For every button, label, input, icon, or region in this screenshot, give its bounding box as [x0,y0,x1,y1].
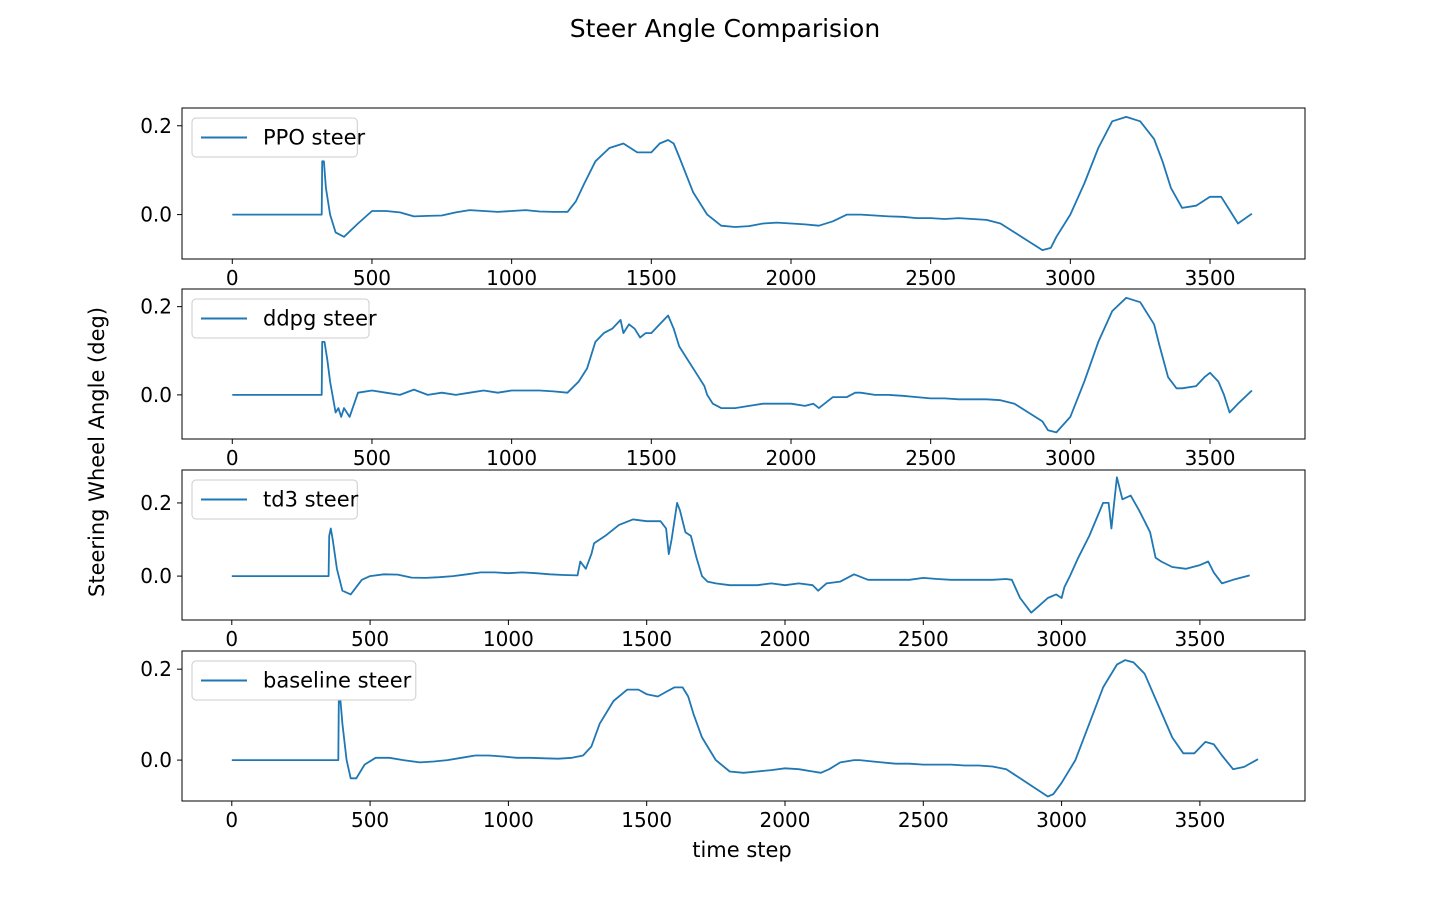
x-tick-label: 0 [225,627,238,651]
x-tick-label: 2000 [760,627,811,651]
x-tick-label: 3500 [1174,627,1225,651]
y-axis-label: Steering Wheel Angle (deg) [85,307,109,597]
legend-box [191,660,417,701]
figure-title: Steer Angle Comparision [570,14,880,43]
x-tick-label: 3000 [1045,266,1096,290]
x-tick-label: 3000 [1045,446,1096,470]
x-tick-label: 1500 [626,266,677,290]
legend: baseline steer [191,660,417,701]
x-tick-label: 3500 [1185,266,1236,290]
x-tick-label: 2000 [766,266,817,290]
series-line [232,296,1253,434]
series-line [231,476,1250,614]
subplot-3: 0 500 1000 1500 2000 2500 3000 3500 0.0 0.2 td3 st… [140,469,1306,651]
x-tick-label: 1500 [626,446,677,470]
x-tick-label: 1000 [483,808,534,832]
y-tick-label: 0.0 [140,383,172,407]
y-tick-label: 0.2 [140,114,172,138]
x-tick-label: 0 [226,266,239,290]
x-tick-label: 1000 [483,627,534,651]
x-tick-label: 500 [353,266,391,290]
x-tick-label: 1500 [621,627,672,651]
x-tick-label: 500 [351,627,389,651]
axes-frame [181,107,1306,260]
subplot-2: 0 500 1000 1500 2000 2500 3000 3500 0.0 0.2 ddpg s… [140,288,1306,470]
x-tick-label: 2500 [898,808,949,832]
x-tick-label: 2500 [898,627,949,651]
x-tick-label: 1000 [486,446,537,470]
legend: ddpg steer [191,298,377,339]
legend-label: ddpg steer [263,307,377,331]
series-line [232,116,1253,252]
x-tick-label: 3500 [1185,446,1236,470]
legend-label: PPO steer [263,126,366,150]
axes-frame [181,288,1306,440]
subplot-stack: 0 500 1000 1500 2000 2500 3000 3500 0.0 0.2 PPO st… [140,107,1306,832]
legend-box [191,479,358,520]
x-tick-label: 2500 [905,266,956,290]
x-axis-label: time step [692,838,792,862]
legend-box [191,117,358,158]
x-tick-label: 0 [225,808,238,832]
x-tick-label: 500 [353,446,391,470]
legend: td3 steer [191,479,359,520]
legend: PPO steer [191,117,366,158]
x-tick-label: 2000 [760,808,811,832]
y-tick-label: 0.2 [140,657,172,681]
axes-frame [181,469,1306,621]
x-tick-label: 500 [351,808,389,832]
y-tick-label: 0.0 [140,748,172,772]
series-line [231,659,1259,798]
axes-frame [181,650,1306,802]
x-tick-label: 2000 [766,446,817,470]
y-tick-label: 0.2 [140,491,172,515]
subplot-1: 0 500 1000 1500 2000 2500 3000 3500 0.0 0.2 PPO st… [140,107,1306,290]
x-tick-label: 0 [226,446,239,470]
y-tick-label: 0.2 [140,295,172,319]
x-tick-label: 3500 [1174,808,1225,832]
subplot-4: 0 500 1000 1500 2000 2500 3000 3500 0.0 0.2 baseli… [140,650,1306,832]
y-tick-label: 0.0 [140,203,172,227]
x-tick-label: 3000 [1036,627,1087,651]
x-tick-label: 2500 [905,446,956,470]
y-tick-label: 0.0 [140,564,172,588]
x-tick-label: 3000 [1036,808,1087,832]
legend-box [191,298,370,339]
x-tick-label: 1500 [621,808,672,832]
legend-label: td3 steer [263,488,359,512]
x-tick-label: 1000 [486,266,537,290]
legend-label: baseline steer [263,669,412,693]
